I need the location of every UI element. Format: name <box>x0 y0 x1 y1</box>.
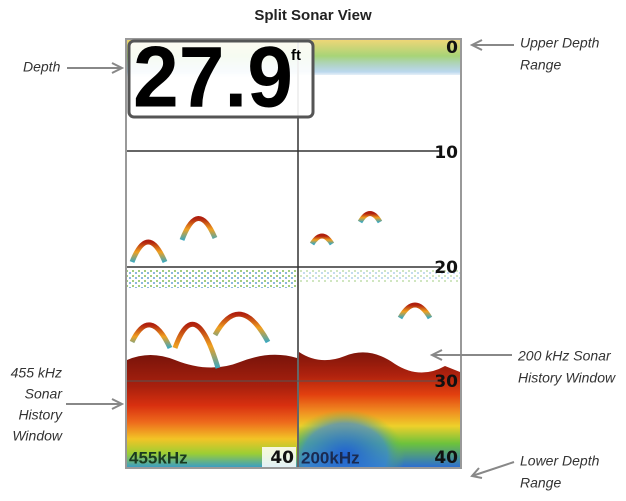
range-label: 40 <box>270 448 294 468</box>
depth-scale-label: 20 <box>434 258 458 278</box>
depth-scale-label: 0 <box>446 38 458 58</box>
frequency-label: 455kHz <box>129 448 188 467</box>
callout-text: Range <box>520 57 561 73</box>
callouts: Depth Upper Depth Range 200 kHz Sonar Hi… <box>11 35 616 491</box>
depth-display: 27.9 ft <box>127 30 315 126</box>
callout-text: History <box>18 407 63 423</box>
depth-value: 27.9 <box>133 30 293 126</box>
callout-text: Window <box>12 428 63 444</box>
callout-text: 455 kHz <box>11 365 62 381</box>
callout-text: Lower Depth <box>520 453 600 469</box>
callout-text: Upper Depth <box>520 35 600 51</box>
frequency-label: 200kHz <box>301 448 360 467</box>
callout-text: Sonar <box>25 386 64 402</box>
depth-scale-label: 10 <box>434 143 458 163</box>
depth-unit: ft <box>291 47 301 64</box>
callout-text: Depth <box>23 59 61 75</box>
depth-scale-label: 30 <box>434 372 458 392</box>
callout-text: 200 kHz Sonar <box>517 348 612 364</box>
callout-text: Range <box>520 475 561 491</box>
depth-scale-label: 40 <box>434 448 458 468</box>
title: Split Sonar View <box>254 7 372 24</box>
callout-text: History Window <box>518 370 616 386</box>
sonar-screen: 27.9 ft 0 10 20 30 40 455kHz 40 200kHz <box>125 30 462 469</box>
